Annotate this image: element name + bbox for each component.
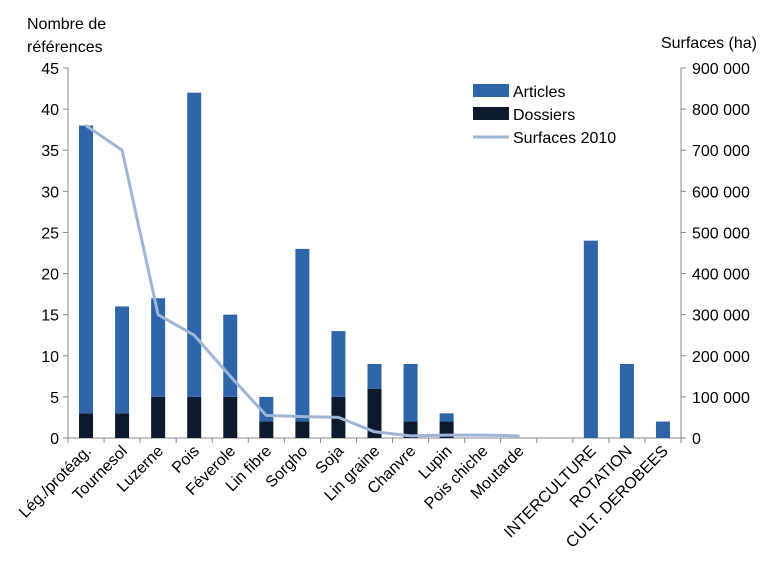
right-tick-label: 800 000 <box>692 102 750 119</box>
right-tick-label: 0 <box>692 431 701 448</box>
bar-dossiers <box>187 396 202 438</box>
bar-articles <box>187 92 202 397</box>
bar-dossiers <box>115 413 130 438</box>
surfaces-2010-point <box>120 149 124 152</box>
bar-articles <box>223 314 238 397</box>
surfaces-2010-point <box>265 414 268 417</box>
left-tick-label: 35 <box>41 143 59 160</box>
bar-articles <box>115 306 130 414</box>
surfaces-2010-point <box>409 434 412 438</box>
bar-articles <box>619 364 634 438</box>
bar-dossiers <box>403 421 418 438</box>
right-tick-label: 400 000 <box>692 267 750 284</box>
right-tick-label: 700 000 <box>692 143 750 160</box>
left-tick-label: 30 <box>41 184 59 201</box>
left-tick-label: 20 <box>41 267 59 284</box>
left-tick-label: 45 <box>41 61 59 78</box>
bar-dossiers <box>151 396 166 438</box>
surfaces-2010-point <box>301 415 304 418</box>
surfaces-2010-point <box>481 433 484 437</box>
surfaces-2010-point <box>337 416 340 419</box>
left-axis-title: Nombre de références <box>27 16 106 56</box>
bar-articles <box>403 364 418 422</box>
surfaces-2010-point <box>193 334 196 337</box>
surfaces-2010-point <box>229 375 232 378</box>
left-axis-title-line: références <box>27 39 103 56</box>
right-tick-label: 600 000 <box>692 184 750 201</box>
bar-articles <box>367 364 382 389</box>
right-tick-label: 300 000 <box>692 308 750 325</box>
legend-label: Dossiers <box>513 107 575 124</box>
right-tick-label: 500 000 <box>692 225 750 242</box>
right-tick-label: 100 000 <box>692 390 750 407</box>
surface-line <box>84 124 520 438</box>
bar-articles <box>655 421 670 438</box>
left-axis-title-line: Nombre de <box>27 16 106 33</box>
left-tick-label: 15 <box>41 308 59 325</box>
bar-dossiers <box>367 388 382 438</box>
surfaces-2010-point <box>156 313 160 316</box>
legend-swatch <box>473 107 509 120</box>
bar-dossiers <box>295 421 310 438</box>
bar-dossiers <box>259 421 274 438</box>
left-tick-label: 40 <box>41 102 59 119</box>
surfaces-2010-point <box>517 434 520 438</box>
left-tick-label: 0 <box>50 431 59 448</box>
bars <box>79 92 670 438</box>
right-tick-label: 200 000 <box>692 349 750 366</box>
left-tick-label: 5 <box>50 390 59 407</box>
left-tick-label: 25 <box>41 225 59 242</box>
right-axis-title: Surfaces (ha) <box>661 35 757 52</box>
legend: Articles Dossiers Surfaces 2010 <box>473 84 616 147</box>
left-tick-label: 10 <box>41 349 59 366</box>
bar-dossiers <box>79 413 94 438</box>
legend-label: Articles <box>513 84 565 101</box>
bar-articles <box>439 413 454 422</box>
bar-articles <box>331 331 346 397</box>
bar-dossiers <box>223 396 238 438</box>
surfaces-2010-point <box>373 430 376 434</box>
legend-swatch <box>473 84 509 97</box>
legend-label: Surfaces 2010 <box>513 130 616 147</box>
surfaces-2010-point <box>445 433 448 437</box>
bar-articles <box>151 298 166 397</box>
labels: 0 5 10 15 20 25 30 35 40 45 0 100 000 200 000 300 000… <box>16 16 757 551</box>
bar-articles <box>295 248 310 422</box>
bar-articles <box>79 125 94 414</box>
right-tick-label: 900 000 <box>692 61 750 78</box>
surfaces-2010-point <box>84 124 88 127</box>
bar-articles <box>583 240 598 438</box>
